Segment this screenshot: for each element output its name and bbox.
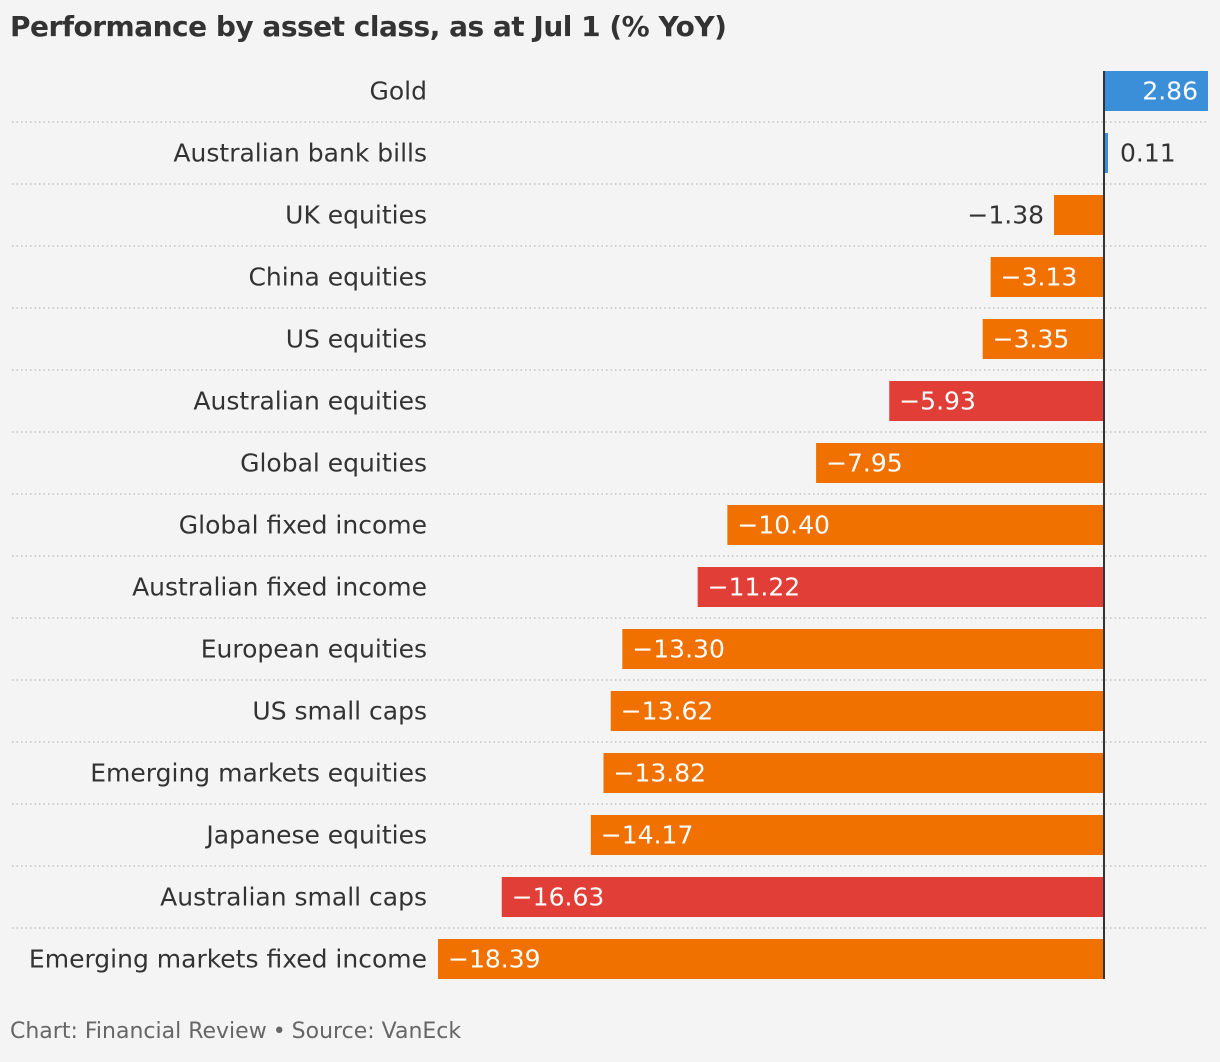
category-label: Gold (370, 77, 427, 106)
value-label: −10.40 (737, 511, 830, 540)
value-label: −1.38 (967, 201, 1044, 230)
bar (697, 567, 1104, 607)
value-label: −13.30 (632, 635, 725, 664)
category-label: Japanese equities (204, 821, 427, 850)
value-label: −3.13 (1001, 263, 1078, 292)
bar (610, 691, 1104, 731)
bar (982, 319, 1104, 359)
value-label: −7.95 (826, 449, 903, 478)
bar (438, 939, 1104, 979)
value-label: −13.62 (621, 697, 714, 726)
bar (816, 443, 1104, 483)
value-label: −11.22 (708, 573, 801, 602)
chart-title: Performance by asset class, as at Jul 1 … (10, 10, 727, 43)
value-label: −18.39 (448, 945, 541, 974)
value-label: 2.86 (1142, 77, 1198, 106)
category-label: China equities (248, 263, 427, 292)
bar (603, 753, 1104, 793)
value-label: −3.35 (993, 325, 1070, 354)
footer-separator: • (272, 1019, 286, 1044)
bar (990, 257, 1104, 297)
category-label: Australian small caps (160, 883, 427, 912)
chart-credit: Chart: Financial Review (10, 1019, 267, 1044)
category-label: US equities (286, 325, 427, 354)
bar (590, 815, 1104, 855)
category-label: Australian fixed income (132, 573, 427, 602)
bar (727, 505, 1104, 545)
category-label: US small caps (252, 697, 427, 726)
bar (1104, 71, 1208, 111)
category-label: Global fixed income (179, 511, 427, 540)
value-label: −13.82 (614, 759, 707, 788)
bar (889, 381, 1104, 421)
bar (501, 877, 1104, 917)
bar-chart: Gold 2.86 Australian bank bills 0.11 UK equi… (12, 71, 1208, 979)
value-label: −16.63 (512, 883, 605, 912)
category-label: Emerging markets equities (90, 759, 427, 788)
category-label: European equities (201, 635, 427, 664)
category-label: Global equities (240, 449, 427, 478)
bar (1104, 133, 1108, 173)
value-label: −14.17 (601, 821, 694, 850)
category-label: Australian bank bills (173, 139, 427, 168)
bar (622, 629, 1104, 669)
chart-footer: Chart: Financial Review • Source: VanEck (10, 1019, 461, 1044)
value-label: 0.11 (1120, 139, 1176, 168)
bar (1054, 195, 1104, 235)
category-label: Emerging markets fixed income (29, 945, 427, 974)
category-label: Australian equities (193, 387, 427, 416)
source-credit: Source: VanEck (291, 1019, 462, 1044)
category-label: UK equities (285, 201, 427, 230)
value-label: −5.93 (899, 387, 976, 416)
